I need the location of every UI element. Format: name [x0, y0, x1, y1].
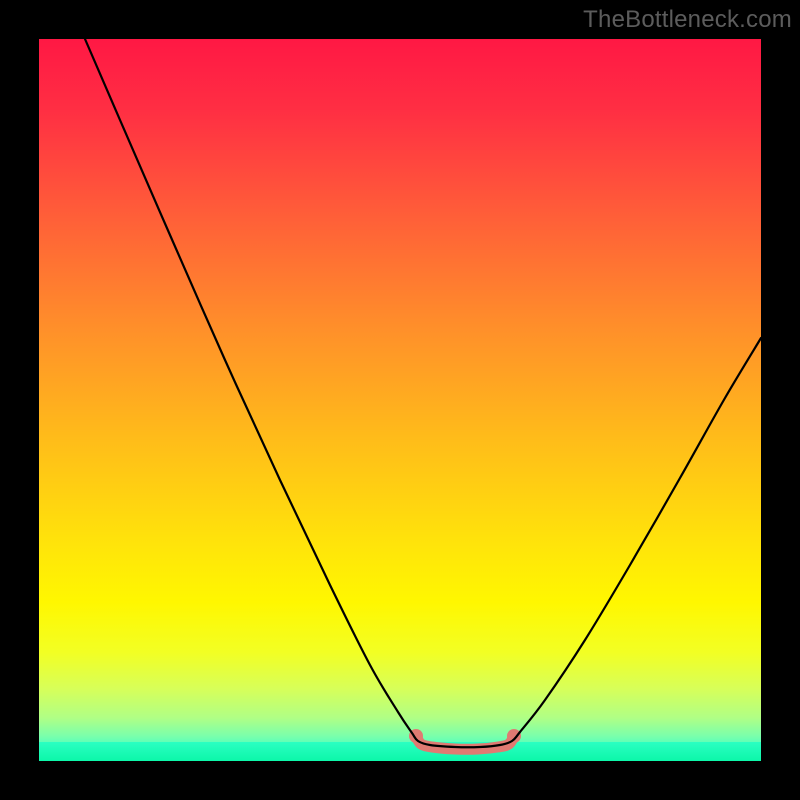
heat-gradient-area — [39, 39, 761, 761]
watermark-text: TheBottleneck.com — [583, 6, 792, 34]
chart-stage: TheBottleneck.com — [0, 0, 800, 800]
optimal-zone-strip — [39, 742, 761, 761]
